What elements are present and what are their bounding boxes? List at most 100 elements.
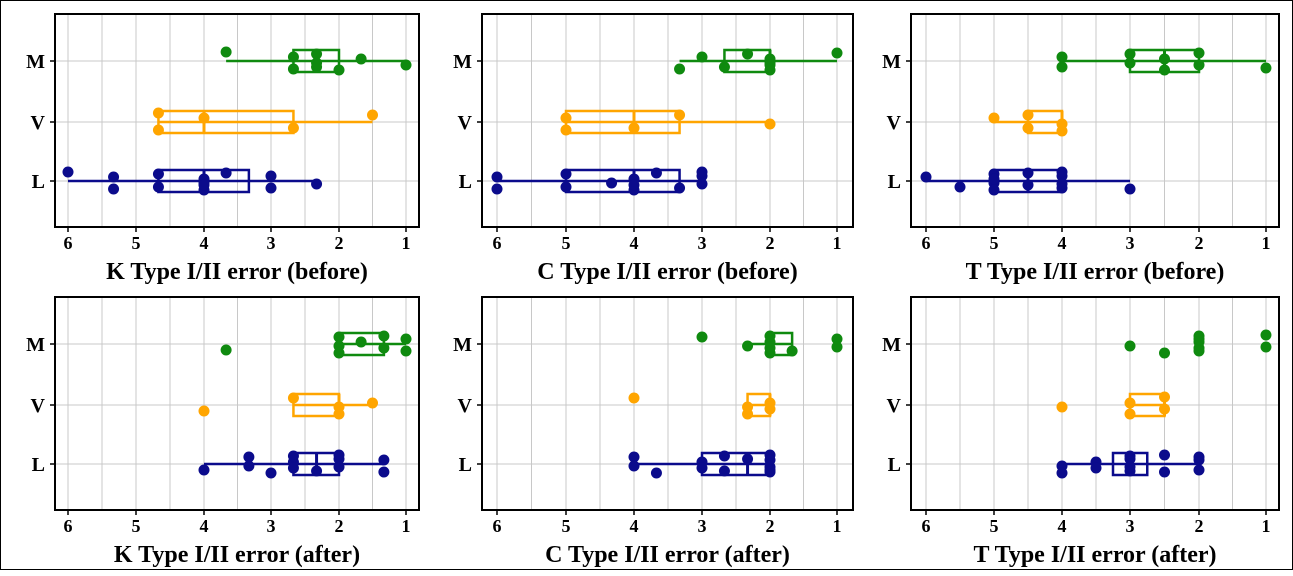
y-tick-label: L — [459, 171, 472, 193]
x-tick-label: 1 — [1262, 233, 1271, 253]
x-axis-label: T Type I/II error (before) — [966, 259, 1225, 285]
data-point — [333, 449, 345, 461]
x-tick-label: 5 — [562, 516, 571, 536]
chart-panel: 6 5 4 3 2 1 L V M T Type I/II error (after) — [882, 296, 1280, 568]
chart-panel: 6 5 4 3 2 1 L V M T Type I/II error (before) — [882, 13, 1280, 285]
grid — [55, 14, 419, 227]
x-tick-label: 1 — [1262, 516, 1271, 536]
x-tick-label: 1 — [833, 233, 842, 253]
y-tick-label: L — [888, 171, 901, 193]
x-tick-label: 6 — [493, 516, 502, 536]
data-point — [831, 333, 843, 345]
x-tick-label: 5 — [990, 516, 999, 536]
data-point — [606, 177, 618, 189]
data-point — [355, 336, 367, 348]
series-V — [560, 109, 776, 136]
data-point — [220, 167, 232, 179]
series-L — [62, 166, 323, 196]
data-point — [491, 171, 503, 183]
x-tick-label: 6 — [64, 233, 73, 253]
y-tick-label: V — [887, 112, 902, 134]
data-point — [764, 330, 776, 342]
x-tick-label: 2 — [766, 233, 775, 253]
data-point — [831, 47, 843, 59]
x-tick-label: 2 — [335, 516, 344, 536]
x-tick-label: 6 — [922, 516, 931, 536]
data-point — [378, 466, 390, 478]
data-point — [491, 183, 503, 195]
data-point — [367, 397, 378, 409]
data-point — [1056, 467, 1068, 479]
series-L — [628, 449, 776, 479]
x-tick-label: 3 — [1126, 516, 1135, 536]
data-point — [742, 453, 754, 465]
data-point — [718, 450, 730, 462]
data-point — [287, 450, 299, 462]
data-point — [764, 59, 776, 71]
series-L — [491, 166, 708, 196]
data-point — [696, 331, 708, 343]
data-point — [1159, 466, 1170, 478]
data-point — [696, 178, 708, 190]
series-L — [198, 449, 390, 479]
data-point — [1260, 329, 1272, 341]
data-point — [1056, 51, 1068, 63]
data-point — [1193, 333, 1205, 345]
data-point — [333, 347, 345, 359]
box — [564, 168, 681, 194]
data-point — [1056, 166, 1068, 178]
series-M — [696, 330, 843, 359]
data-point — [988, 184, 1000, 196]
data-point — [378, 330, 390, 342]
data-point — [628, 179, 640, 191]
x-tick-label: 4 — [1058, 516, 1067, 536]
y-tick-label: V — [458, 112, 473, 134]
data-point — [650, 467, 662, 479]
data-point — [696, 51, 708, 63]
data-point — [628, 460, 640, 472]
data-point — [1124, 408, 1136, 420]
plot-frame — [481, 13, 854, 228]
grid — [911, 297, 1279, 510]
grid — [911, 14, 1279, 227]
data-point — [560, 124, 572, 136]
data-point — [742, 340, 754, 352]
data-point — [1159, 347, 1170, 359]
x-tick-label: 1 — [833, 516, 842, 536]
data-point — [355, 53, 367, 65]
y-tick-label: M — [882, 334, 901, 356]
data-point — [954, 181, 966, 193]
data-point — [764, 118, 776, 130]
x-axis-label: C Type I/II error (after) — [545, 542, 790, 568]
data-point — [243, 451, 255, 463]
data-point — [674, 109, 686, 121]
series-V — [198, 392, 378, 420]
y-tick-label: M — [453, 51, 472, 73]
x-tick-label: 4 — [630, 233, 639, 253]
data-point — [764, 403, 776, 415]
data-point — [198, 112, 210, 124]
series-V — [988, 109, 1068, 137]
data-point — [718, 61, 730, 73]
x-axis-label: C Type I/II error (before) — [537, 259, 797, 285]
data-point — [1022, 122, 1034, 134]
x-tick-label: 5 — [562, 233, 571, 253]
data-point — [1124, 453, 1136, 465]
data-point — [220, 46, 232, 58]
data-point — [311, 57, 323, 69]
data-point — [1193, 451, 1205, 463]
data-point — [1090, 462, 1102, 474]
data-point — [742, 48, 754, 60]
data-point — [560, 112, 572, 124]
x-tick-label: 4 — [1058, 233, 1067, 253]
x-tick-label: 4 — [200, 516, 209, 536]
data-point — [1193, 464, 1205, 476]
box — [157, 109, 295, 135]
data-point — [333, 408, 345, 420]
data-point — [367, 109, 378, 121]
data-point — [650, 167, 662, 179]
data-point — [378, 454, 390, 466]
data-point — [1159, 403, 1170, 415]
data-point — [1056, 178, 1068, 190]
x-tick-label: 5 — [132, 516, 141, 536]
